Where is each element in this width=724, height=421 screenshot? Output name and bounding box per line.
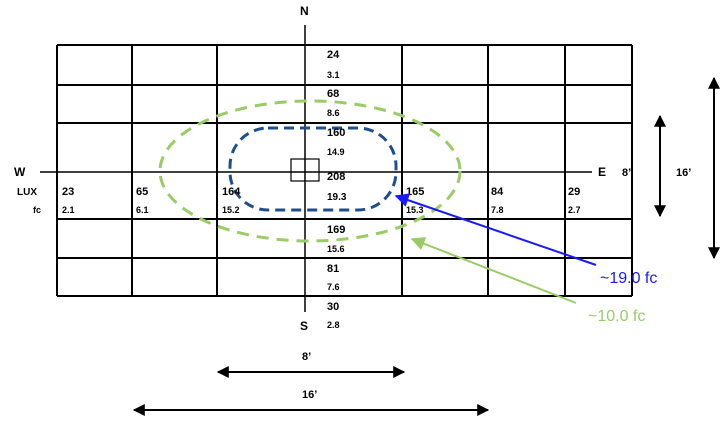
reading-lux: 23 bbox=[62, 186, 74, 198]
reading-fc: 6.1 bbox=[136, 205, 149, 215]
reading-fc: 2.7 bbox=[568, 205, 581, 215]
callout-label-19fc: ~19.0 fc bbox=[600, 270, 657, 287]
lux-row-label: LUX bbox=[17, 187, 37, 198]
reading-fc: 15.6 bbox=[327, 244, 345, 254]
reading-lux: 169 bbox=[327, 224, 345, 236]
fc-row-label: fc bbox=[33, 205, 41, 215]
contour-10fc bbox=[158, 99, 462, 243]
compass-west: W bbox=[14, 165, 26, 179]
reading-lux: 84 bbox=[491, 186, 504, 198]
dimension-label-horizontal-8ft: 8’ bbox=[302, 351, 311, 363]
reading-fc: 7.6 bbox=[327, 282, 340, 292]
reading-fc: 19.3 bbox=[327, 192, 347, 203]
compass-south: S bbox=[300, 319, 308, 333]
callout-arrow-10fc bbox=[410, 237, 577, 304]
compass-east: E bbox=[598, 165, 606, 179]
dimension-label-horizontal-16ft: 16’ bbox=[302, 389, 317, 401]
reading-lux: 29 bbox=[568, 186, 580, 198]
reading-lux: 68 bbox=[327, 88, 339, 100]
reading-fc: 7.8 bbox=[491, 205, 504, 215]
reading-fc: 15.2 bbox=[222, 205, 240, 215]
vertical-readings: 24 3.1 68 8.6 160 14.9 169 15.6 81 7.6 3… bbox=[327, 49, 345, 330]
reading-fc: 14.9 bbox=[327, 147, 345, 157]
compass-north: N bbox=[300, 4, 309, 18]
reading-lux: 30 bbox=[327, 301, 339, 313]
reading-lux: 164 bbox=[222, 186, 241, 198]
callout-label-10fc: ~10.0 fc bbox=[588, 308, 645, 325]
measurement-grid bbox=[56, 44, 633, 297]
reading-fc: 8.6 bbox=[327, 108, 340, 118]
reading-lux: 81 bbox=[327, 263, 339, 275]
reading-fc: 2.8 bbox=[327, 320, 340, 330]
reading-fc: 3.1 bbox=[327, 70, 340, 80]
reading-lux: 165 bbox=[406, 186, 424, 198]
reading-lux: 24 bbox=[327, 49, 340, 61]
reading-lux: 208 bbox=[327, 171, 345, 183]
light-fixture-marker bbox=[290, 158, 320, 182]
contour-19fc bbox=[228, 126, 398, 212]
reading-lux: 65 bbox=[136, 186, 148, 198]
reading-lux: 160 bbox=[327, 127, 345, 139]
horizontal-readings: 23 2.1 65 6.1 164 15.2 208 19.3 165 15.3… bbox=[62, 171, 581, 215]
compass-axes bbox=[40, 25, 592, 312]
callout-arrow-19fc bbox=[394, 193, 597, 266]
reading-fc: 15.3 bbox=[406, 205, 424, 215]
dimension-label-vertical-8ft: 8’ bbox=[622, 167, 631, 179]
reading-fc: 2.1 bbox=[62, 205, 75, 215]
dimension-label-vertical-16ft: 16’ bbox=[676, 167, 691, 179]
